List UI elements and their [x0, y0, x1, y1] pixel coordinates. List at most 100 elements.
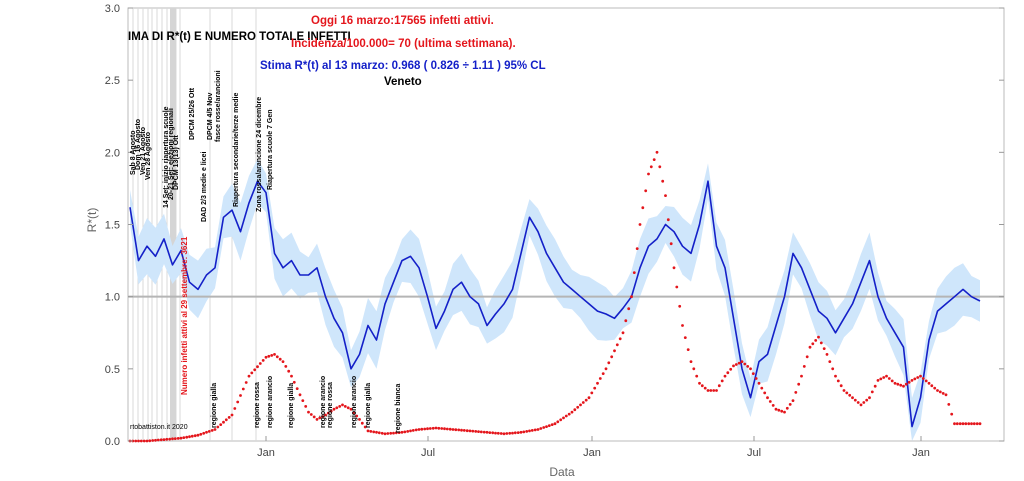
infected-point: [768, 400, 772, 403]
infected-point: [763, 391, 767, 395]
infected-point: [284, 365, 288, 368]
infected-point: [944, 393, 948, 397]
infected-point: [148, 439, 152, 443]
y-tick-label: 2.0: [105, 147, 120, 159]
event-label-top: DAD 2/3 medie e licei: [201, 152, 208, 222]
infected-point: [522, 430, 526, 434]
infected-point: [448, 427, 452, 431]
event-label-bottom: regione gialla: [211, 383, 218, 428]
infected-point: [236, 400, 240, 404]
infected-point: [137, 439, 140, 443]
infected-point: [596, 381, 599, 385]
infected-point: [550, 423, 554, 426]
infected-point: [638, 223, 642, 226]
infected-point: [273, 353, 276, 356]
infected-point: [165, 437, 169, 441]
infected-point: [366, 429, 370, 433]
infected-point: [632, 271, 636, 274]
infected-point: [312, 415, 316, 419]
infected-point: [817, 335, 820, 339]
infected-point: [938, 390, 942, 394]
infected-point: [222, 420, 225, 424]
infected-point: [689, 360, 693, 363]
infected-point: [590, 391, 594, 395]
infected-point: [199, 432, 203, 436]
infected-point: [624, 319, 628, 323]
plot-area: [127, 7, 1005, 442]
infected-point: [462, 429, 466, 432]
event-label-bottom: regione arancio: [267, 376, 274, 428]
infected-point: [445, 427, 449, 431]
infected-point: [927, 381, 931, 385]
infected-point: [321, 415, 325, 418]
infected-point: [780, 409, 784, 413]
infected-point: [247, 374, 251, 378]
infected-point: [250, 371, 254, 375]
infected-point: [859, 403, 863, 407]
event-label-bottom: regione gialla: [288, 383, 295, 428]
infected-point: [627, 307, 631, 311]
side-label: Numero infetti attivi al 29 settembre: 3…: [180, 236, 189, 395]
infected-point: [190, 434, 194, 438]
y-tick-label: 3.0: [105, 3, 120, 15]
infected-point: [465, 429, 469, 433]
infected-point: [630, 295, 633, 299]
infected-point: [307, 410, 310, 414]
infected-point: [309, 413, 313, 416]
infected-point: [196, 433, 200, 437]
infected-series-dots: [128, 150, 982, 443]
infected-point: [604, 367, 608, 371]
infected-point: [678, 304, 682, 308]
infected-point: [440, 427, 444, 430]
infected-point: [171, 437, 174, 441]
infected-point: [681, 324, 684, 327]
infected-point: [712, 389, 716, 392]
infected-point: [275, 355, 279, 359]
infected-point: [468, 429, 472, 433]
infected-point: [700, 384, 704, 388]
event-shade: [170, 8, 176, 441]
region-label: Veneto: [384, 76, 422, 88]
infected-point: [842, 389, 846, 392]
infected-point: [536, 428, 540, 431]
y-tick-label: 0.5: [105, 364, 120, 376]
infected-point: [766, 396, 769, 400]
infected-point: [664, 194, 667, 198]
infected-point: [406, 430, 410, 433]
infected-point: [584, 398, 588, 402]
event-label-bottom: regione gialla: [365, 383, 372, 428]
x-tick-label: Jul: [421, 447, 435, 459]
infected-point: [777, 408, 781, 412]
infected-point: [732, 364, 735, 368]
infected-point: [692, 367, 696, 371]
infected-point: [669, 242, 673, 246]
infected-point: [783, 410, 786, 414]
infected-point: [142, 439, 146, 443]
infected-point: [244, 381, 248, 384]
infected-point: [893, 381, 897, 385]
event-label-bottom: regione rossa: [254, 382, 261, 428]
infected-point: [434, 426, 438, 430]
event-label-bottom: regione rossa: [327, 382, 334, 428]
credit-label: rtobattiston.it 2020: [130, 424, 188, 431]
infected-point: [601, 372, 605, 375]
infected-point: [802, 365, 806, 368]
infected-point: [505, 432, 509, 435]
infected-point: [953, 422, 956, 426]
event-labels-bottom: regione gialla regione rossa regione aranc…: [211, 376, 402, 433]
infected-point: [757, 381, 761, 385]
infected-point: [185, 435, 189, 439]
infected-point: [343, 405, 347, 408]
infected-point: [134, 439, 138, 443]
infected-point: [573, 408, 577, 412]
infected-point: [902, 384, 905, 388]
infected-point: [420, 427, 424, 431]
infected-point: [292, 380, 296, 384]
infected-point: [706, 389, 710, 392]
infected-point: [562, 416, 565, 420]
infected-point: [564, 414, 568, 418]
infected-point: [224, 418, 228, 422]
infected-point: [241, 387, 245, 391]
